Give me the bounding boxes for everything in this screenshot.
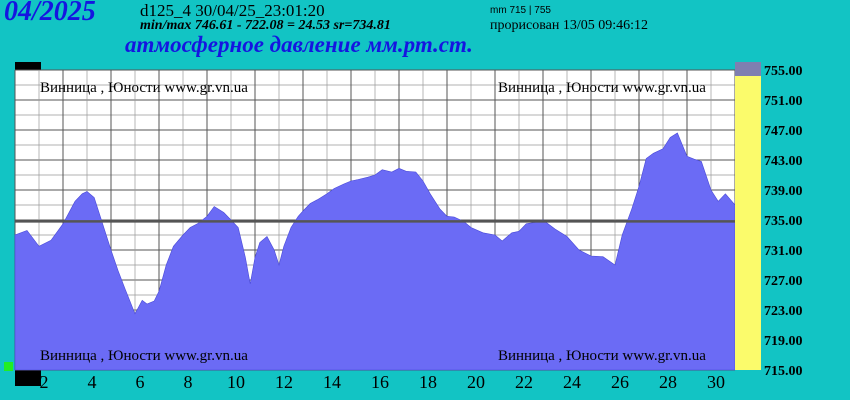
x-tick-label: 6 <box>136 372 145 392</box>
rendered-timestamp: прорисован 13/05 09:46:12 <box>490 18 648 33</box>
x-axis-ticks: 2 4 6 8 10 12 14 16 18 20 22 24 26 28 30 <box>40 372 726 392</box>
range-label: mm 715 | 755 <box>490 5 551 16</box>
file-id-label: d125_4 30/04/25_23:01:20 <box>140 1 325 20</box>
x-tick-label: 30 <box>707 372 725 392</box>
y-tick-label: 739.00 <box>764 184 803 199</box>
period-label: 04/2025 <box>4 0 96 27</box>
minmax-label: min/max 746.61 - 722.08 = 24.53 sr=734.8… <box>140 18 391 33</box>
y-tick-label: 755.00 <box>764 64 803 79</box>
bottom-left-marker <box>15 370 41 386</box>
chart-title: атмосферное давление мм.рт.ст. <box>125 32 473 57</box>
watermark-bottom-left: Винница , Юности www.gr.vn.ua <box>40 348 248 364</box>
x-tick-label: 24 <box>563 372 581 392</box>
green-marker <box>4 362 13 371</box>
y-tick-label: 715.00 <box>764 364 803 379</box>
x-tick-label: 4 <box>88 372 97 392</box>
x-tick-label: 12 <box>275 372 293 392</box>
watermark-bottom-right: Винница , Юности www.gr.vn.ua <box>498 348 706 364</box>
scale-bar <box>735 70 761 370</box>
y-tick-label: 731.00 <box>764 244 803 259</box>
y-tick-label: 751.00 <box>764 94 803 109</box>
y-axis-ticks: 755.00 751.00 747.00 743.00 739.00 735.00 731.… <box>764 64 803 379</box>
x-tick-label: 26 <box>611 372 629 392</box>
pressure-area-series <box>14 132 736 371</box>
x-tick-label: 10 <box>227 372 245 392</box>
watermark-top-right: Винница , Юности www.gr.vn.ua <box>498 80 706 96</box>
y-tick-label: 719.00 <box>764 334 803 349</box>
y-tick-label: 747.00 <box>764 124 803 139</box>
x-tick-label: 14 <box>323 372 341 392</box>
x-tick-label: 20 <box>467 372 485 392</box>
top-left-marker <box>15 62 41 70</box>
x-tick-label: 18 <box>419 372 437 392</box>
y-tick-label: 743.00 <box>764 154 803 169</box>
x-tick-label: 16 <box>371 372 389 392</box>
watermark-top-left: Винница , Юности www.gr.vn.ua <box>40 80 248 96</box>
x-tick-label: 28 <box>659 372 677 392</box>
scale-bar-max-marker <box>735 62 761 76</box>
y-tick-label: 723.00 <box>764 304 803 319</box>
x-tick-label: 2 <box>40 372 49 392</box>
y-tick-label: 727.00 <box>764 274 803 289</box>
x-tick-label: 8 <box>184 372 193 392</box>
x-tick-label: 22 <box>515 372 533 392</box>
y-tick-label: 735.00 <box>764 214 803 229</box>
